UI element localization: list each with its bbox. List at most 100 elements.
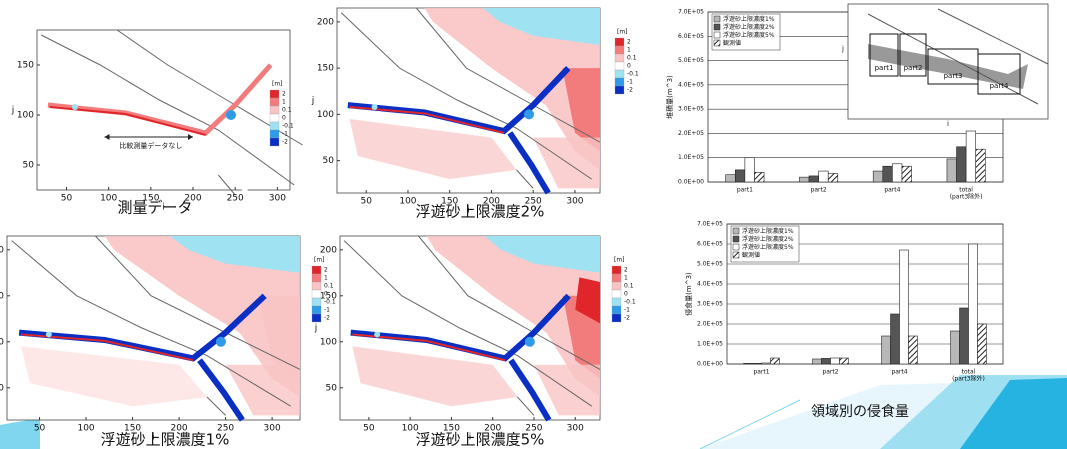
y-tick-label: 2.0E+05 bbox=[678, 130, 704, 137]
colorbar-unit: [m] bbox=[614, 257, 625, 264]
x-tick-label: part4 bbox=[891, 369, 907, 376]
legend-label: 浮遊砂上限濃度1% bbox=[742, 227, 794, 235]
colorbar-label: -1 bbox=[627, 79, 633, 86]
colorbar-label: 2 bbox=[624, 267, 628, 274]
map-panel: 5010015020025030050100150200ij[m]210.10-… bbox=[0, 236, 336, 443]
y-tick-label: 1.0E+05 bbox=[697, 341, 723, 348]
colorbar-unit: [m] bbox=[314, 257, 325, 264]
bar bbox=[951, 331, 960, 364]
colorbar-label: -2 bbox=[627, 87, 633, 94]
bar bbox=[882, 336, 891, 364]
colorbar-swatch bbox=[270, 98, 279, 106]
y-tick-label: 0.0E+00 bbox=[678, 179, 704, 186]
y-tick-label: 200 bbox=[320, 245, 337, 255]
bar bbox=[828, 174, 838, 183]
legend-label: 浮遊砂上限濃度5% bbox=[742, 243, 794, 251]
y-axis-label: j bbox=[311, 96, 315, 106]
colorbar-swatch bbox=[312, 266, 321, 274]
colorbar-swatch bbox=[312, 274, 321, 282]
colorbar-label: -0.1 bbox=[282, 123, 294, 130]
legend-label: 浮遊砂上限濃度1% bbox=[723, 15, 775, 23]
colorbar-swatch bbox=[615, 78, 624, 86]
y-tick-label: 100 bbox=[0, 337, 4, 347]
y-tick-label: 200 bbox=[0, 245, 4, 255]
bar bbox=[839, 358, 848, 364]
bar bbox=[753, 363, 762, 364]
bar bbox=[831, 358, 840, 364]
y-tick-label: 50 bbox=[326, 383, 338, 393]
colorbar-label: -2 bbox=[324, 315, 330, 322]
colorbar-swatch bbox=[612, 298, 621, 306]
map-caption: 浮遊砂上限濃度2% bbox=[416, 203, 545, 221]
bar-chart: 0.0E+001.0E+052.0E+053.0E+054.0E+055.0E+… bbox=[684, 221, 1003, 383]
legend-swatch bbox=[714, 32, 720, 38]
bar-chart: 0.0E+001.0E+052.0E+053.0E+054.0E+055.0E+… bbox=[665, 4, 1048, 201]
bar bbox=[902, 166, 912, 182]
legend-label: 浮遊砂上限濃度5% bbox=[723, 31, 775, 39]
colorbar-swatch bbox=[612, 290, 621, 298]
legend-swatch bbox=[733, 228, 739, 234]
legend-swatch bbox=[733, 252, 739, 258]
colorbar-label: -2 bbox=[624, 315, 630, 322]
legend-swatch bbox=[714, 40, 720, 46]
channel-spot bbox=[46, 331, 52, 337]
legend-label: 観測値 bbox=[723, 39, 741, 47]
colorbar-label: 0.1 bbox=[282, 107, 292, 114]
bar bbox=[977, 324, 986, 364]
colorbar-swatch bbox=[270, 90, 279, 98]
colorbar-swatch bbox=[270, 130, 279, 138]
bar bbox=[726, 175, 736, 182]
bar bbox=[947, 159, 957, 182]
y-tick-label: 50 bbox=[323, 156, 335, 166]
bar bbox=[745, 158, 755, 182]
colorbar-swatch bbox=[612, 314, 621, 322]
x-tick-label: 300 bbox=[269, 194, 286, 204]
bar bbox=[819, 171, 829, 182]
bar bbox=[891, 314, 900, 364]
y-tick-label: 50 bbox=[23, 161, 35, 171]
colorbar-label: 0.1 bbox=[624, 283, 634, 290]
chart-caption: 領域別の侵食量 bbox=[811, 403, 909, 420]
bar bbox=[813, 359, 822, 364]
y-tick-label: 4.0E+05 bbox=[697, 281, 723, 288]
map-caption: 測量データ bbox=[117, 199, 192, 217]
colorbar-label: 0 bbox=[282, 115, 286, 122]
colorbar-label: 1 bbox=[324, 275, 328, 282]
slide: 5010015020025030050100150ij[m]210.10-0.1… bbox=[0, 0, 1067, 449]
channel-spot bbox=[524, 109, 534, 119]
y-tick-label: 150 bbox=[0, 291, 4, 301]
colorbar-label: -2 bbox=[282, 139, 288, 146]
y-tick-label: 4.0E+05 bbox=[678, 81, 704, 88]
colorbar-label: 2 bbox=[324, 267, 328, 274]
colorbar-swatch bbox=[270, 106, 279, 114]
y-axis-label: j bbox=[11, 106, 15, 116]
colorbar-unit: [m] bbox=[617, 29, 628, 36]
y-tick-label: 100 bbox=[17, 111, 34, 121]
bar bbox=[908, 336, 917, 364]
x-tick-label: total bbox=[962, 369, 976, 376]
legend-swatch bbox=[733, 244, 739, 250]
x-tick-label: 50 bbox=[363, 424, 375, 434]
y-tick-label: 150 bbox=[320, 291, 337, 301]
colorbar-swatch bbox=[615, 54, 624, 62]
colorbar-swatch bbox=[312, 282, 321, 290]
channel-spot bbox=[525, 337, 535, 347]
bar bbox=[754, 172, 764, 182]
colorbar-label: 0 bbox=[624, 291, 628, 298]
colorbar-label: 2 bbox=[627, 39, 631, 46]
colorbar-label: -0.1 bbox=[627, 71, 639, 78]
colorbar-swatch bbox=[270, 138, 279, 146]
colorbar-label: -1 bbox=[324, 307, 330, 314]
bar bbox=[744, 363, 753, 364]
x-tick-label: 250 bbox=[227, 194, 244, 204]
colorbar-swatch bbox=[615, 70, 624, 78]
annotation: 比較測量データなし bbox=[119, 141, 182, 150]
x-tick-label: part1 bbox=[753, 369, 769, 376]
channel-spot bbox=[226, 110, 236, 120]
bar bbox=[969, 244, 978, 364]
bar bbox=[809, 176, 819, 182]
bar bbox=[873, 171, 883, 182]
x-tick-label: 100 bbox=[100, 194, 117, 204]
channel-spot bbox=[216, 337, 226, 347]
